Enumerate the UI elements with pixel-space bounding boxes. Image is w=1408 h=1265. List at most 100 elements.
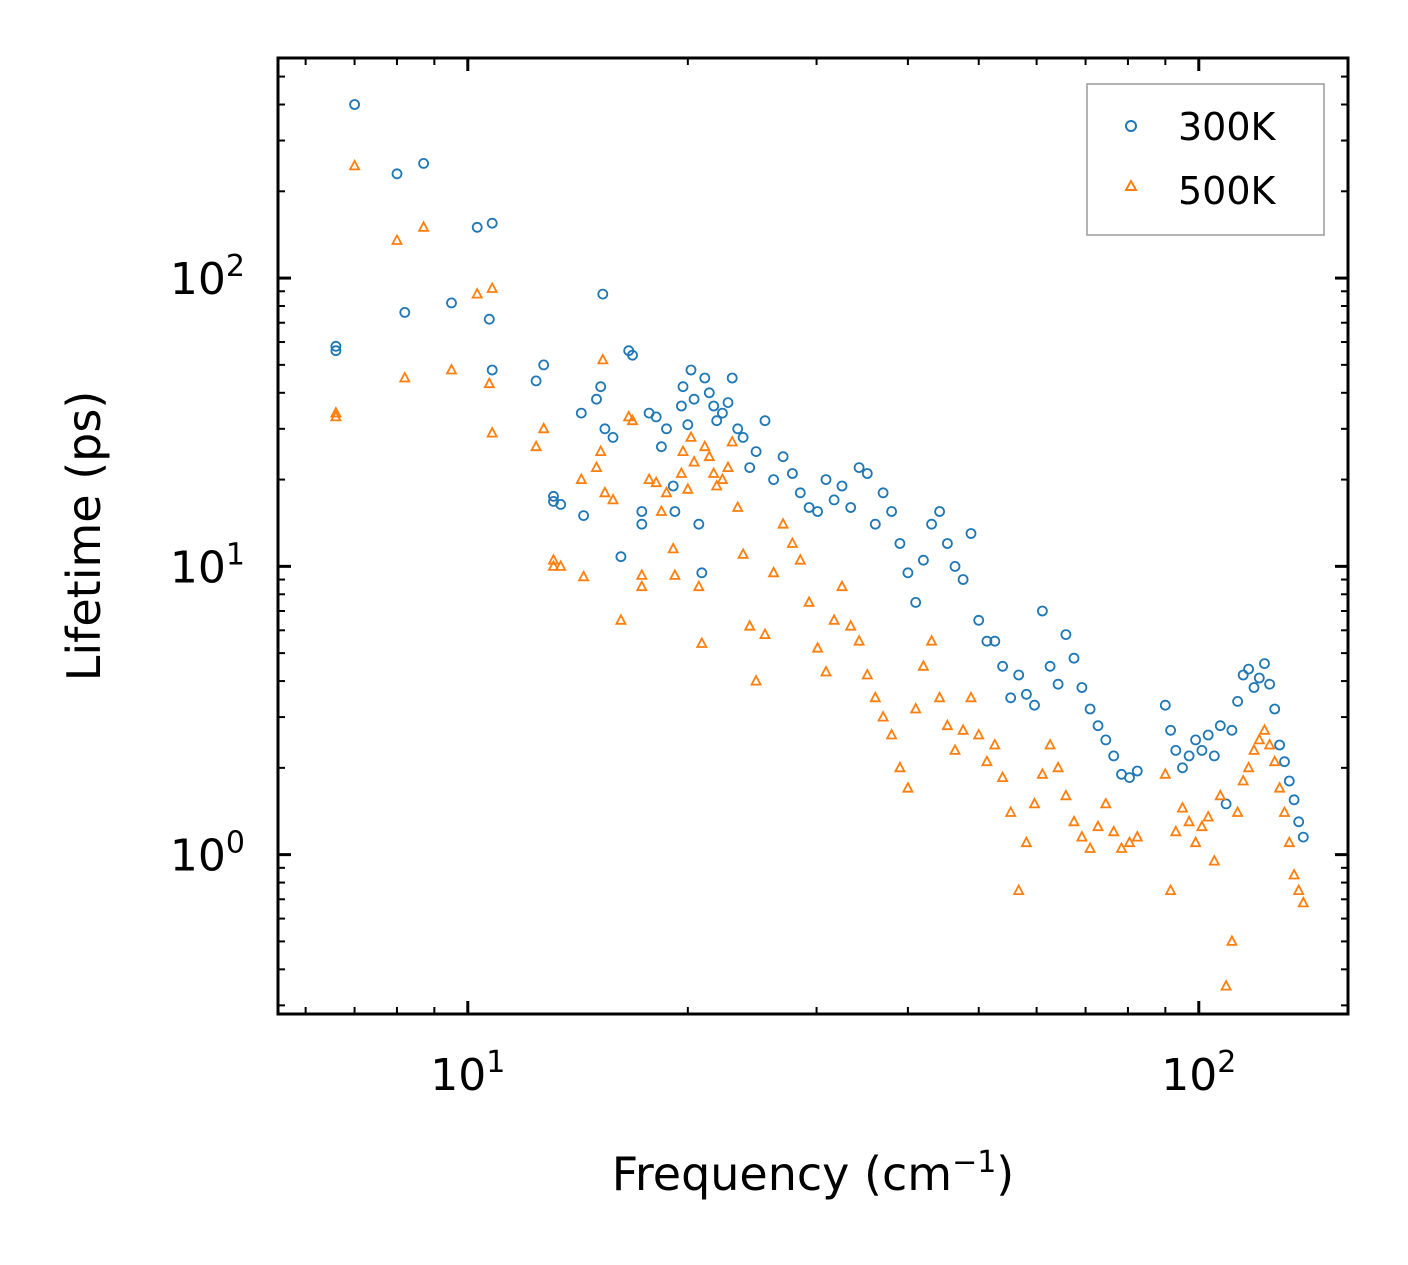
point-300K-114 [1248,682,1260,693]
point-500K-5 [398,371,411,383]
point-300K-83 [1013,669,1025,681]
point-300K-99 [1159,699,1171,711]
point-300K-69 [902,567,914,579]
point-300K-6 [446,297,457,309]
legend-label-300K: 300K [1178,105,1277,149]
point-500K-27 [635,568,648,580]
point-300K-118 [1269,703,1281,715]
point-300K-101 [1170,745,1182,756]
point-300K-60 [828,494,840,506]
plot-frame [276,56,1350,1016]
point-300K-19 [595,381,607,393]
point-500K-77 [965,690,977,703]
legend-box [1086,83,1325,236]
point-300K-47 [726,372,738,384]
point-300K-31 [661,423,672,435]
point-500K-101 [1169,824,1182,837]
legend-marker-300K [1125,120,1137,132]
point-500K-89 [1059,788,1072,801]
point-500K-92 [1084,841,1097,853]
x-tick-label: 102 [1161,1045,1236,1101]
point-300K-41 [699,372,711,384]
point-300K-17 [578,510,589,521]
point-500K-110 [1225,934,1238,946]
point-300K-67 [886,506,897,517]
point-500K-55 [786,536,799,548]
point-300K-78 [973,614,985,626]
point-500K-42 [703,449,716,462]
point-300K-46 [722,397,734,409]
point-500K-45 [716,472,729,485]
point-300K-95 [1108,750,1120,762]
point-500K-59 [820,665,832,677]
point-300K-103 [1183,750,1195,762]
point-300K-110 [1226,724,1238,736]
point-500K-105 [1195,819,1208,832]
point-300K-80 [989,635,1001,647]
point-500K-14 [547,559,560,571]
point-300K-5 [399,306,411,318]
point-500K-20 [596,352,609,365]
point-500K-103 [1183,814,1196,827]
point-500K-37 [685,430,697,442]
point-500K-90 [1068,814,1080,827]
point-300K-93 [1092,720,1104,732]
point-500K-102 [1176,801,1189,813]
point-300K-32 [667,480,679,492]
point-500K-3 [391,233,403,245]
point-500K-61 [836,579,848,592]
point-500K-48 [731,500,744,512]
point-300K-44 [711,415,723,427]
point-500K-32 [667,541,680,554]
series-300K-points [330,99,1309,843]
point-300K-64 [861,468,873,479]
point-500K-54 [777,517,790,529]
point-300K-3 [391,168,403,180]
point-300K-76 [957,574,969,585]
point-300K-40 [696,567,708,579]
point-500K-93 [1092,819,1104,832]
point-500K-75 [949,743,961,755]
point-300K-53 [768,474,779,486]
point-500K-99 [1159,767,1172,779]
point-500K-121 [1283,835,1296,848]
point-500K-22 [607,492,619,505]
point-300K-123 [1293,816,1305,828]
point-300K-18 [591,393,602,405]
legend: 300K 500K [1086,83,1325,236]
point-300K-36 [682,419,694,431]
point-300K-119 [1274,739,1285,751]
point-300K-111 [1232,696,1243,707]
point-300K-13 [548,490,559,502]
point-300K-88 [1052,678,1064,690]
point-300K-106 [1202,729,1214,741]
point-300K-33 [669,506,681,517]
point-500K-25 [626,413,639,426]
point-300K-4 [418,157,430,169]
series-500K-points [329,158,1310,991]
point-500K-9 [483,376,496,389]
point-300K-77 [965,528,977,539]
point-500K-0 [329,406,342,418]
point-300K-57 [803,502,815,513]
point-300K-61 [836,480,848,492]
point-500K-47 [726,435,739,447]
point-500K-46 [722,460,734,473]
point-300K-86 [1037,605,1048,617]
point-500K-35 [677,444,689,457]
point-500K-57 [803,595,816,607]
point-300K-21 [599,423,611,435]
x-axis-title: Frequency (cm−1) [612,1145,1015,1201]
point-500K-13 [547,553,560,565]
point-500K-123 [1292,883,1305,895]
point-500K-66 [877,710,890,722]
point-300K-92 [1084,703,1096,715]
point-300K-62 [845,502,857,513]
point-500K-84 [1020,835,1033,848]
legend-marker-500K [1124,178,1138,191]
point-500K-124 [1297,895,1310,908]
y-tick-label: 101 [170,537,245,593]
point-300K-112 [1237,669,1249,681]
point-300K-49 [737,431,749,443]
